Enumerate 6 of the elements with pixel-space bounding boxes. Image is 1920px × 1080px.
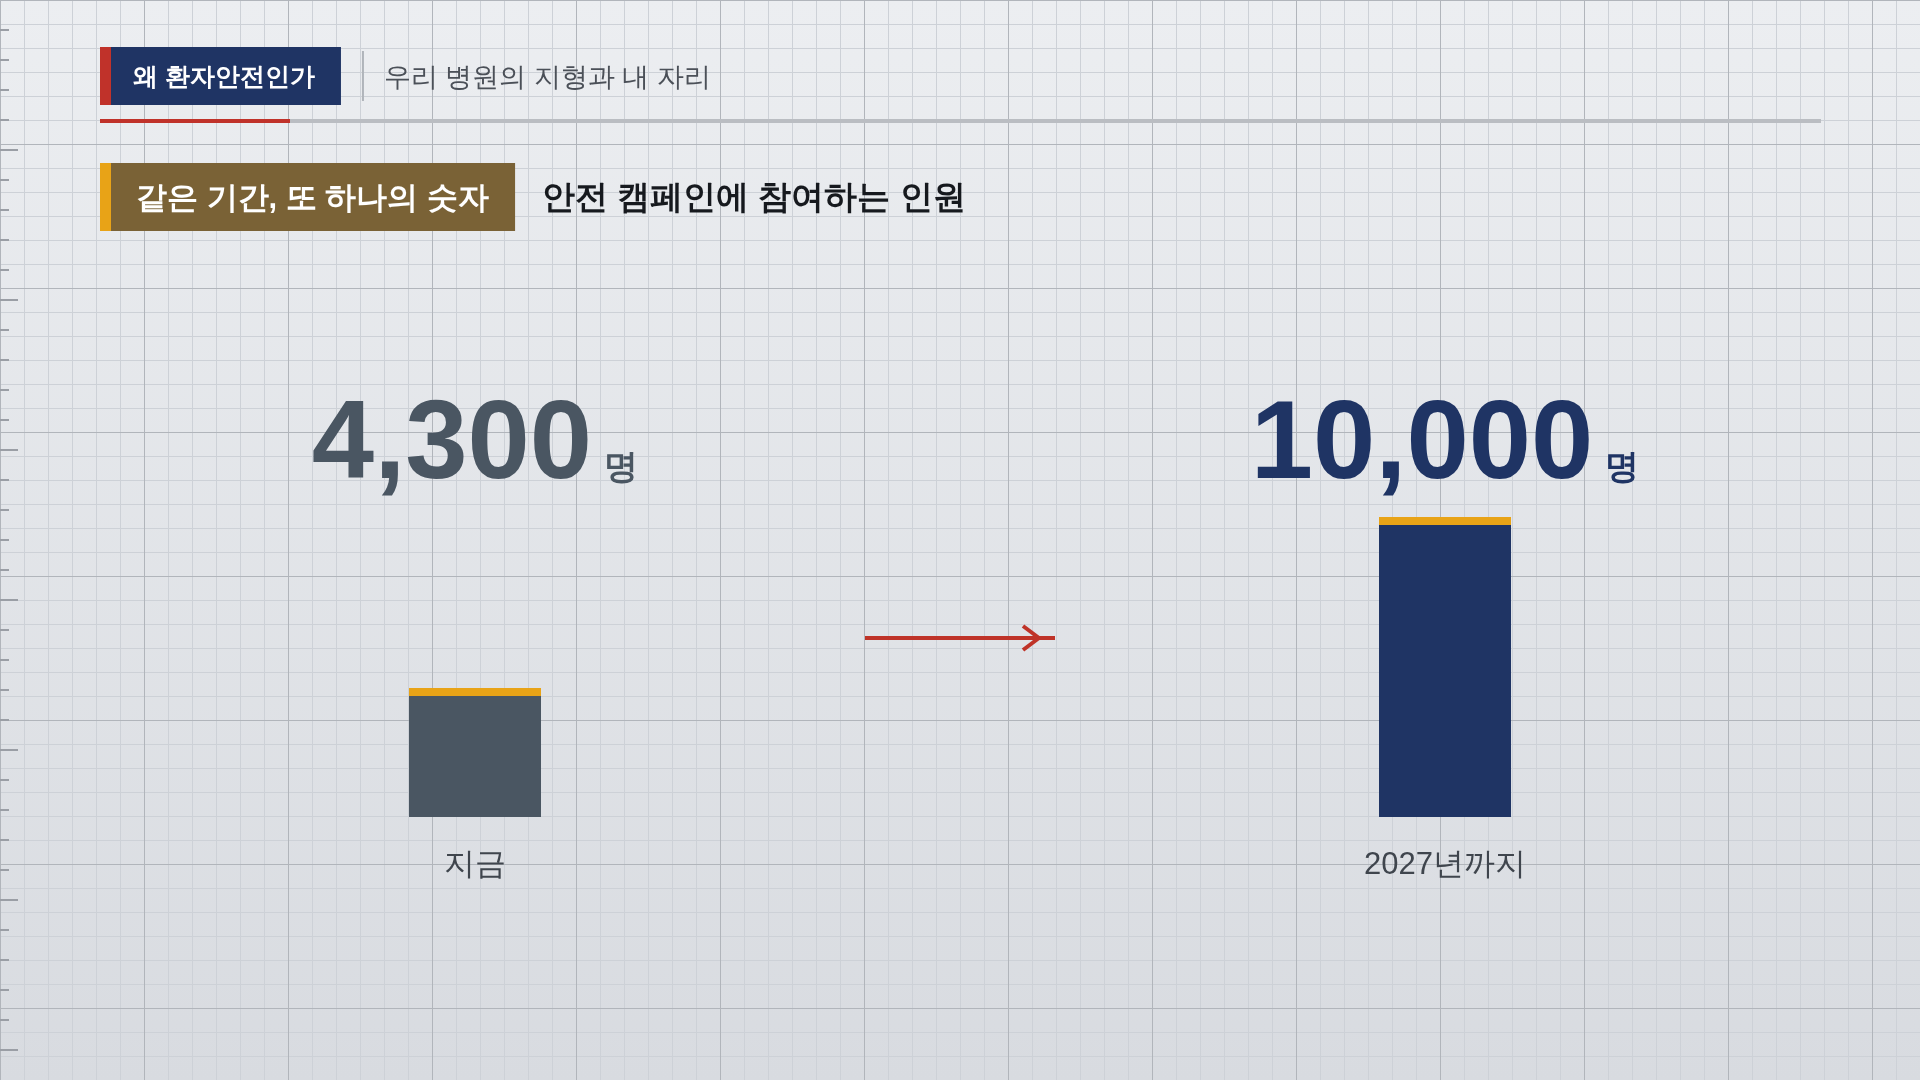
chart-subtitle: 우리 병원의 지형과 내 자리 — [383, 62, 711, 92]
x-tick-label: 2027년까지 — [1364, 846, 1526, 881]
x-tick-label: 지금 — [444, 846, 506, 881]
text: 왜 환자안전인가 — [133, 62, 315, 90]
chart-title: 안전 캠페인에 참여하는 인원 — [542, 178, 966, 215]
text: 같은 기간, 또 하나의 숫자 — [136, 180, 490, 215]
